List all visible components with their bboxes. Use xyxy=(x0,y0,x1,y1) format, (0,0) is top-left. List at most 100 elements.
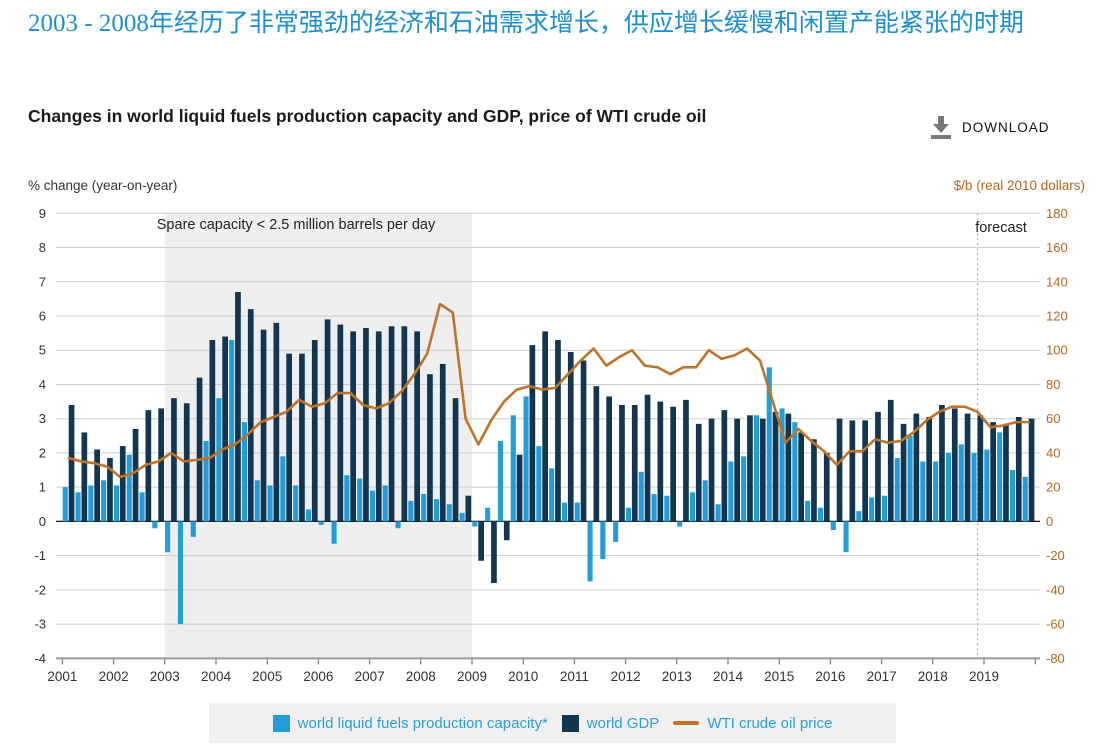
bar-gdp xyxy=(516,454,523,522)
right-axis-tick-label: -40 xyxy=(1046,582,1065,597)
bar-gdp xyxy=(260,329,267,522)
bar-capacity xyxy=(920,461,926,522)
x-axis-year-label: 2006 xyxy=(303,669,333,684)
right-axis-tick-label: 100 xyxy=(1046,343,1068,358)
bar-capacity xyxy=(510,415,516,522)
x-axis-year-label: 2018 xyxy=(918,669,948,684)
bar-gdp xyxy=(823,452,830,522)
download-label: DOWNLOAD xyxy=(962,119,1050,135)
legend-label-capacity: world liquid fuels production capacity* xyxy=(297,714,548,732)
bar-capacity xyxy=(856,511,862,522)
bar-capacity xyxy=(523,396,529,522)
bar-capacity xyxy=(984,449,990,522)
bar-gdp xyxy=(734,418,740,522)
chart-legend: world liquid fuels production capacity* … xyxy=(209,703,896,743)
bar-capacity xyxy=(497,440,503,522)
bar-gdp xyxy=(324,319,331,522)
x-axis-year-label: 2014 xyxy=(713,669,744,684)
bar-capacity xyxy=(254,480,260,522)
bar-capacity xyxy=(536,446,542,522)
bar-capacity xyxy=(549,468,555,522)
bar-capacity xyxy=(843,521,849,553)
bar-capacity xyxy=(357,478,363,522)
bar-capacity xyxy=(869,497,875,522)
wti-price-line xyxy=(67,302,1031,479)
bar-gdp xyxy=(708,418,715,522)
bar-capacity xyxy=(369,490,375,522)
bar-gdp xyxy=(926,416,932,522)
bar-gdp xyxy=(683,399,689,522)
x-axis-year-label: 2016 xyxy=(815,669,845,684)
legend-item-capacity: world liquid fuels production capacity* xyxy=(272,714,548,732)
bar-capacity xyxy=(907,435,913,522)
bar-gdp xyxy=(286,353,292,522)
bar-capacity xyxy=(113,485,119,522)
x-axis-year-label: 2004 xyxy=(201,669,232,684)
wti-line-swatch-icon xyxy=(673,721,700,725)
bar-capacity xyxy=(881,495,887,522)
legend-label-gdp: world GDP xyxy=(586,714,660,732)
bar-capacity xyxy=(830,521,836,530)
bar-gdp xyxy=(427,374,433,522)
bar-gdp xyxy=(1028,418,1035,522)
bar-gdp xyxy=(235,292,241,522)
bar-gdp xyxy=(1003,423,1009,522)
bar-capacity xyxy=(971,452,977,522)
bar-capacity xyxy=(561,502,567,522)
bar-gdp xyxy=(555,339,561,522)
bar-capacity xyxy=(229,339,235,522)
left-axis-tick-label: 6 xyxy=(39,308,46,323)
bar-capacity xyxy=(433,499,439,522)
x-axis-year-label: 2002 xyxy=(99,669,129,684)
spare-capacity-shaded-region xyxy=(164,213,473,659)
x-axis-year-label: 2001 xyxy=(47,669,77,684)
bar-gdp xyxy=(503,521,510,541)
right-axis-tick-label: 20 xyxy=(1046,480,1060,495)
bar-gdp xyxy=(695,423,702,522)
x-axis-year-label: 2008 xyxy=(406,669,436,684)
bar-gdp xyxy=(350,331,356,522)
bar-gdp xyxy=(900,423,907,522)
left-axis-tick-label: 1 xyxy=(39,480,46,495)
download-button[interactable]: DOWNLOAD xyxy=(928,113,1052,141)
bar-gdp xyxy=(567,351,574,522)
x-axis-year-label: 2017 xyxy=(867,669,897,684)
bar-gdp xyxy=(811,439,817,522)
bar-capacity xyxy=(331,521,337,544)
right-axis-tick-label: 140 xyxy=(1046,274,1068,289)
bar-gdp xyxy=(836,418,843,522)
bar-gdp xyxy=(670,406,676,522)
bar-capacity xyxy=(574,502,580,522)
bar-capacity xyxy=(152,521,158,529)
bar-gdp xyxy=(247,309,254,522)
bar-capacity xyxy=(459,512,465,522)
bar-capacity xyxy=(625,507,631,522)
bar-capacity xyxy=(395,521,401,529)
bar-capacity xyxy=(344,475,350,522)
bar-gdp xyxy=(529,345,536,522)
bar-capacity xyxy=(408,500,414,522)
bar-gdp xyxy=(619,405,625,522)
bar-capacity xyxy=(421,494,427,522)
x-axis-year-label: 2009 xyxy=(457,669,487,684)
bar-capacity xyxy=(139,492,145,522)
bar-capacity xyxy=(382,485,388,522)
bar-capacity xyxy=(75,492,81,522)
x-axis-year-label: 2013 xyxy=(662,669,692,684)
right-axis-tick-label: 0 xyxy=(1046,514,1053,529)
bar-capacity xyxy=(613,521,619,542)
bar-gdp xyxy=(94,449,100,522)
left-axis-tick-label: 7 xyxy=(39,274,46,289)
bar-gdp xyxy=(401,326,408,522)
bar-gdp xyxy=(798,432,804,522)
bar-capacity xyxy=(766,367,772,522)
capacity-swatch-icon xyxy=(272,714,290,732)
bar-gdp xyxy=(68,405,75,522)
bar-gdp xyxy=(785,413,792,522)
bar-capacity xyxy=(805,500,811,522)
left-axis-tick-label: 2 xyxy=(39,445,46,460)
bar-gdp xyxy=(375,331,382,522)
bar-gdp xyxy=(491,521,497,584)
bar-capacity xyxy=(126,454,132,522)
bar-gdp xyxy=(951,408,958,522)
